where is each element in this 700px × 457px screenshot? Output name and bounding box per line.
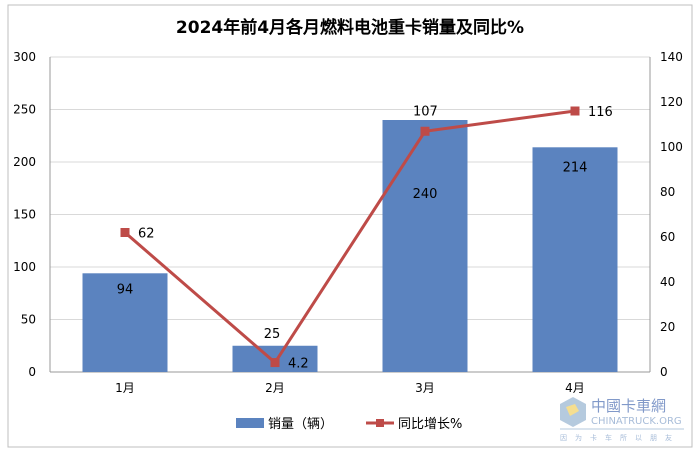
y-left-tick-label: 0 [28, 365, 36, 379]
line-marker [270, 358, 280, 368]
y-right-tick-label: 60 [660, 230, 675, 244]
chart-title: 2024年前4月各月燃料电池重卡销量及同比% [176, 17, 524, 38]
line-data-label: 116 [588, 105, 613, 120]
x-tick-label: 3月 [415, 381, 435, 395]
y-left-tick-label: 150 [13, 208, 36, 222]
bar-data-label: 214 [563, 160, 588, 175]
line-series [124, 109, 576, 365]
watermark-sub: CHINATRUCK.ORG [591, 416, 682, 427]
line-data-label: 62 [138, 227, 155, 242]
y-right-tick-label: 20 [660, 320, 675, 334]
y-left-tick-label: 50 [21, 313, 36, 327]
watermark-tagline: 因为卡车所以朋友 [560, 433, 680, 442]
watermark-text: 中國卡車網 [591, 397, 666, 415]
x-tick-label: 1月 [115, 381, 135, 395]
y-left-tick-label: 100 [13, 260, 36, 274]
bar-data-label: 94 [117, 282, 134, 297]
bar [532, 147, 618, 372]
line-data-label: 4.2 [288, 357, 309, 372]
watermark: 中國卡車網 CHINATRUCK.ORG 因为卡车所以朋友 [560, 397, 684, 442]
legend-line-marker [376, 419, 384, 427]
y-right-tick-label: 40 [660, 275, 675, 289]
x-tick-label: 4月 [565, 381, 585, 395]
bar-data-label: 25 [264, 327, 281, 342]
watermark-logo-accent [566, 404, 579, 416]
legend-bar-label: 销量（辆） [268, 417, 333, 432]
y-right-tick-label: 0 [660, 365, 668, 379]
line-marker [120, 228, 130, 237]
y-right-tick-label: 100 [660, 140, 683, 154]
y-left-tick-label: 250 [13, 103, 36, 117]
line-data-label: 107 [413, 104, 438, 119]
bar [382, 120, 468, 372]
y-right-tick-label: 80 [660, 185, 675, 199]
x-tick-label: 2月 [265, 381, 285, 395]
line-marker [420, 126, 430, 136]
y-right-tick-label: 120 [660, 95, 683, 109]
y-left-tick-label: 200 [13, 155, 36, 169]
legend: 销量（辆） 同比增长% [236, 417, 462, 432]
line-marker [570, 106, 580, 116]
legend-line-label: 同比增长% [398, 417, 462, 432]
bar [82, 273, 168, 372]
bar-data-label: 240 [413, 187, 438, 202]
y-right-tick-label: 140 [660, 50, 683, 64]
y-left-tick-label: 300 [13, 50, 36, 64]
legend-bar-swatch [236, 418, 264, 428]
